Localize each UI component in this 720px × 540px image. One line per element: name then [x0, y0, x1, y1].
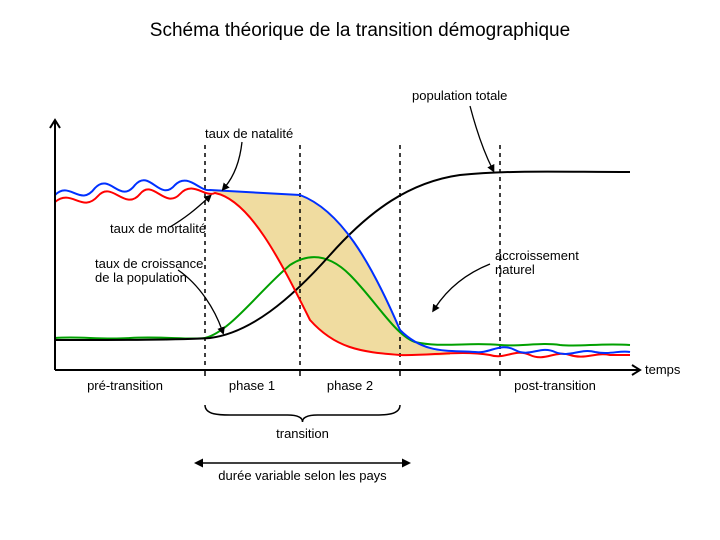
phase-label: phase 1 — [229, 378, 275, 393]
annotation-text: de la population — [95, 270, 187, 285]
annotation-text: taux de natalité — [205, 126, 293, 141]
annotation-text: population totale — [412, 88, 507, 103]
annotation-text: taux de mortalité — [110, 221, 206, 236]
diagram-svg: temps pré-transition phase 1 phase 2 post-tr… — [0, 0, 720, 540]
annotation-text: accroissement — [495, 248, 579, 263]
annotation-leader — [225, 142, 242, 187]
phase-label: post-transition — [514, 378, 596, 393]
transition-brace — [205, 405, 400, 422]
x-axis-label: temps — [645, 362, 681, 377]
annotation-text: naturel — [495, 262, 535, 277]
phase-label: phase 2 — [327, 378, 373, 393]
annotation-leader — [470, 106, 492, 168]
brace-label: transition — [276, 426, 329, 441]
annotation-leader — [435, 264, 490, 308]
phase-label: pré-transition — [87, 378, 163, 393]
duration-label: durée variable selon les pays — [218, 468, 387, 483]
annotation-text: taux de croissance — [95, 256, 203, 271]
